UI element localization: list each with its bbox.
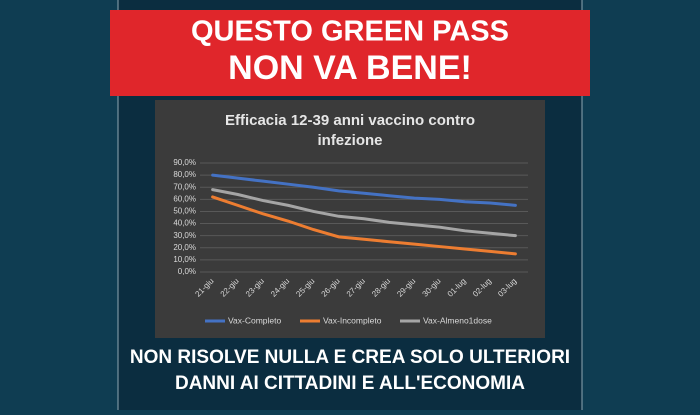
y-tick-label: 10,0% [173, 255, 196, 264]
legend-label: Vax-Completo [228, 315, 281, 325]
y-tick-label: 40,0% [173, 219, 196, 228]
chart-title: Efficacia 12-39 anni vaccino contro [225, 112, 475, 129]
banner-line: NON VA BENE! [228, 49, 472, 87]
line [211, 173, 517, 207]
y-tick-label: 50,0% [173, 207, 196, 216]
banner-line: QUESTO GREEN PASS [191, 16, 509, 48]
y-tick-label: 90,0% [173, 158, 196, 167]
footer-line: DANNI AI CITTADINI E ALL'ECONOMIA [175, 373, 525, 394]
banner [110, 10, 590, 96]
chart-title: infezione [317, 132, 382, 149]
y-tick-label: 70,0% [173, 182, 196, 191]
y-tick-label: 20,0% [173, 243, 196, 252]
y-tick-label: 0,0% [178, 267, 196, 276]
line [211, 195, 517, 256]
y-tick-label: 30,0% [173, 231, 196, 240]
y-tick-label: 60,0% [173, 194, 196, 203]
footer-line: NON RISOLVE NULLA E CREA SOLO ULTERIORI [130, 347, 570, 368]
y-tick-label: 80,0% [173, 170, 196, 179]
chart-area [155, 100, 545, 338]
line [211, 188, 517, 238]
legend-label: Vax-Incompleto [323, 315, 382, 325]
legend-label: Vax-Almeno1dose [423, 315, 492, 325]
